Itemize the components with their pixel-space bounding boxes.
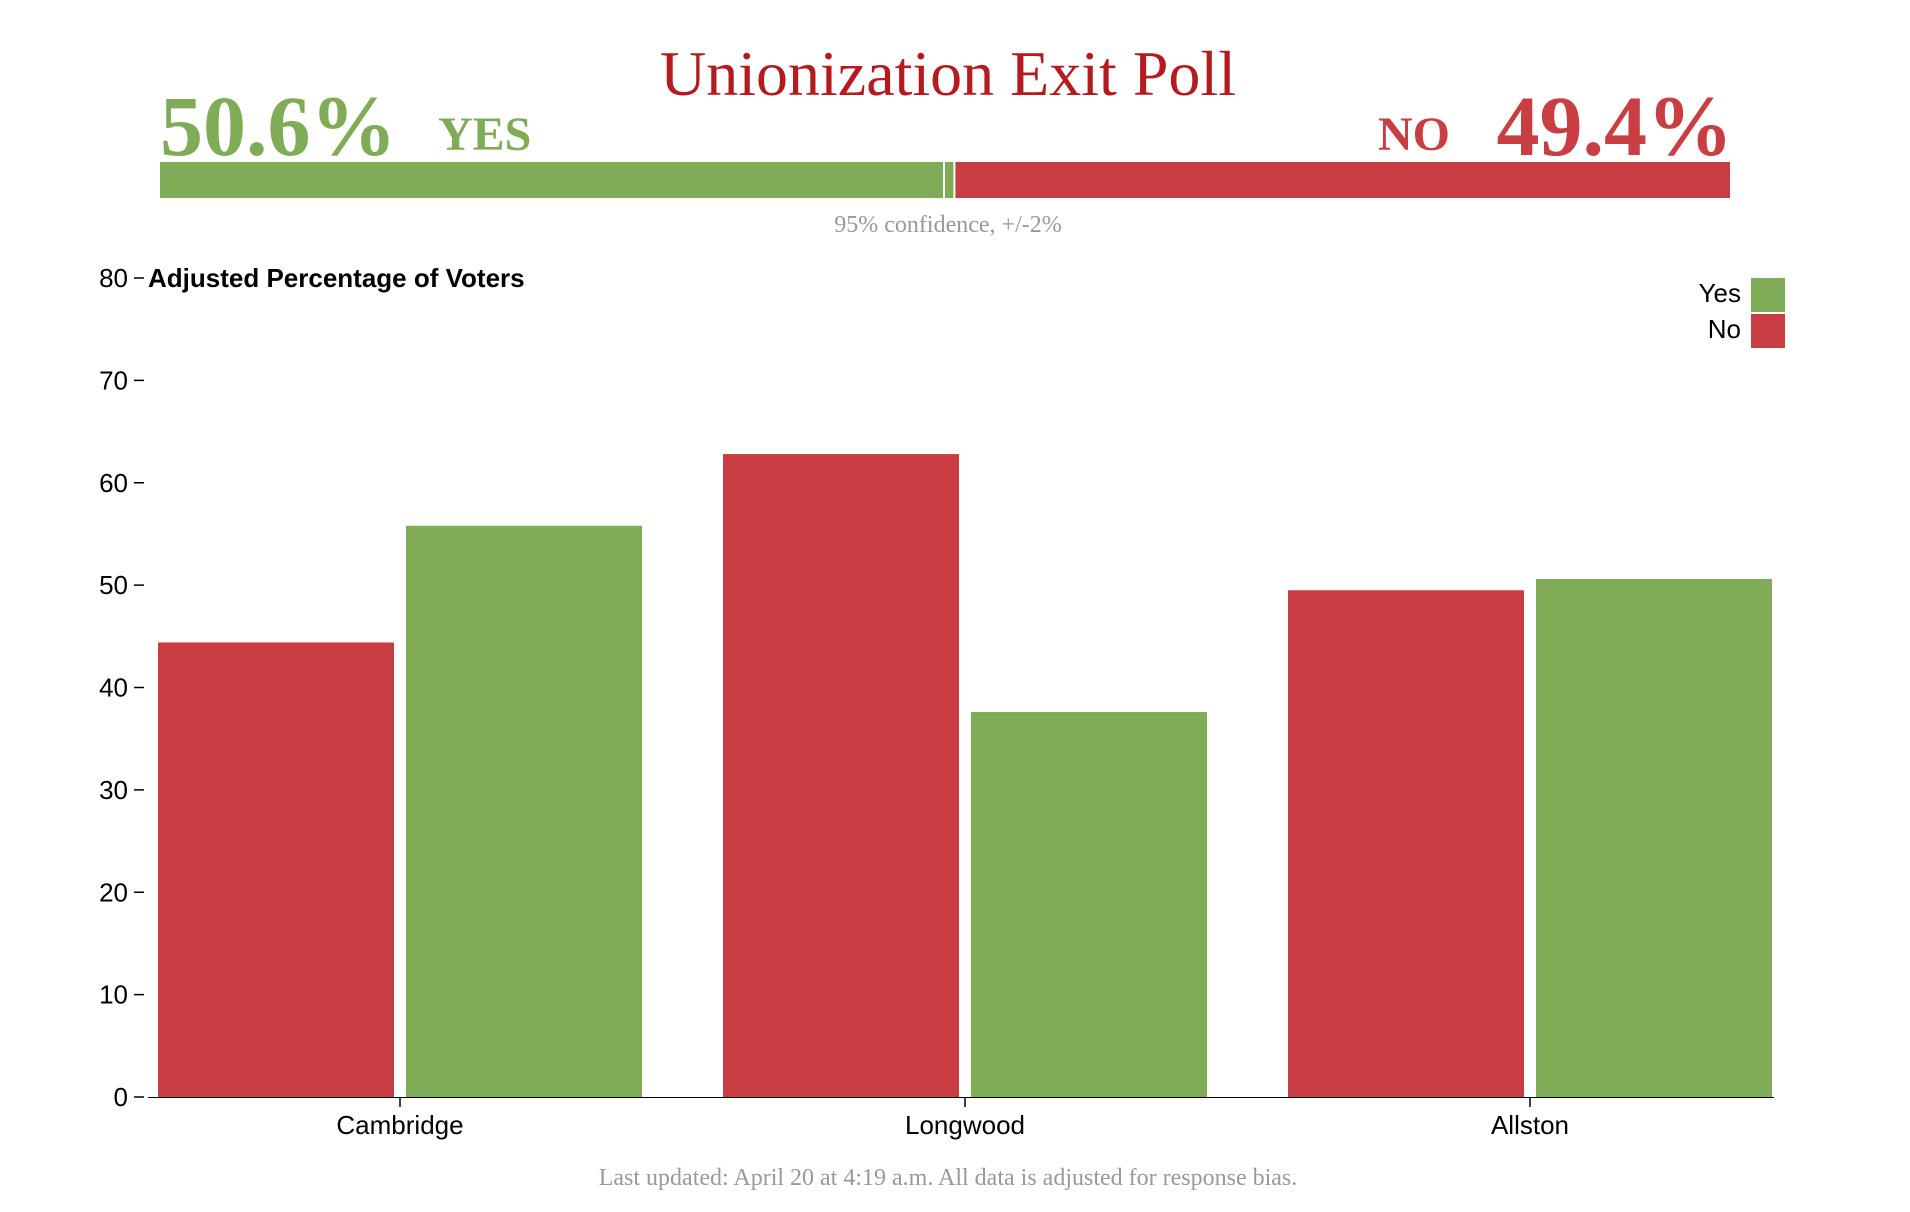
x-tick-label: Longwood bbox=[905, 1110, 1025, 1140]
footer-note: Last updated: April 20 at 4:19 a.m. All … bbox=[599, 1165, 1298, 1191]
legend-swatch-no bbox=[1751, 314, 1785, 348]
summary-bar-yes bbox=[160, 162, 954, 198]
summary-bar-no bbox=[955, 162, 1730, 198]
y-tick-label: 20 bbox=[99, 877, 128, 907]
legend-swatch-yes bbox=[1751, 278, 1785, 312]
bar-group bbox=[158, 454, 1772, 1098]
page-title: Unionization Exit Poll bbox=[660, 38, 1236, 109]
bar-longwood-no bbox=[723, 454, 959, 1098]
legend-label-yes: Yes bbox=[1699, 278, 1741, 308]
y-tick-label: 60 bbox=[99, 468, 128, 498]
bar-allston-no bbox=[1288, 590, 1524, 1097]
no-label: NO bbox=[1378, 108, 1450, 161]
summary-bar-midpoint bbox=[943, 162, 945, 198]
y-tick-label: 30 bbox=[99, 775, 128, 805]
y-tick-label: 70 bbox=[99, 365, 128, 395]
y-tick-label: 50 bbox=[99, 570, 128, 600]
yes-percent-label: 50.6% bbox=[160, 78, 397, 174]
no-percent-label: 49.4% bbox=[1497, 78, 1734, 174]
y-axis: 0 10 20 30 40 50 60 70 80 bbox=[99, 263, 144, 1112]
y-tick-label: 0 bbox=[114, 1082, 128, 1112]
y-tick-label: 10 bbox=[99, 980, 128, 1010]
bar-cambridge-no bbox=[158, 642, 394, 1097]
summary-bar bbox=[160, 162, 1730, 198]
x-tick-label: Allston bbox=[1491, 1110, 1569, 1140]
legend: Yes No bbox=[1699, 278, 1785, 348]
legend-label-no: No bbox=[1708, 314, 1741, 344]
confidence-note: 95% confidence, +/-2% bbox=[834, 212, 1061, 238]
x-axis: Cambridge Longwood Allston bbox=[148, 1097, 1774, 1140]
yes-label: YES bbox=[438, 108, 531, 161]
x-tick-label: Cambridge bbox=[336, 1110, 463, 1140]
bar-longwood-yes bbox=[971, 712, 1207, 1097]
y-tick-label: 40 bbox=[99, 673, 128, 703]
bar-allston-yes bbox=[1536, 578, 1772, 1097]
chart-title: Adjusted Percentage of Voters bbox=[148, 263, 525, 293]
bar-cambridge-yes bbox=[406, 525, 642, 1097]
y-tick-label: 80 bbox=[99, 263, 128, 293]
